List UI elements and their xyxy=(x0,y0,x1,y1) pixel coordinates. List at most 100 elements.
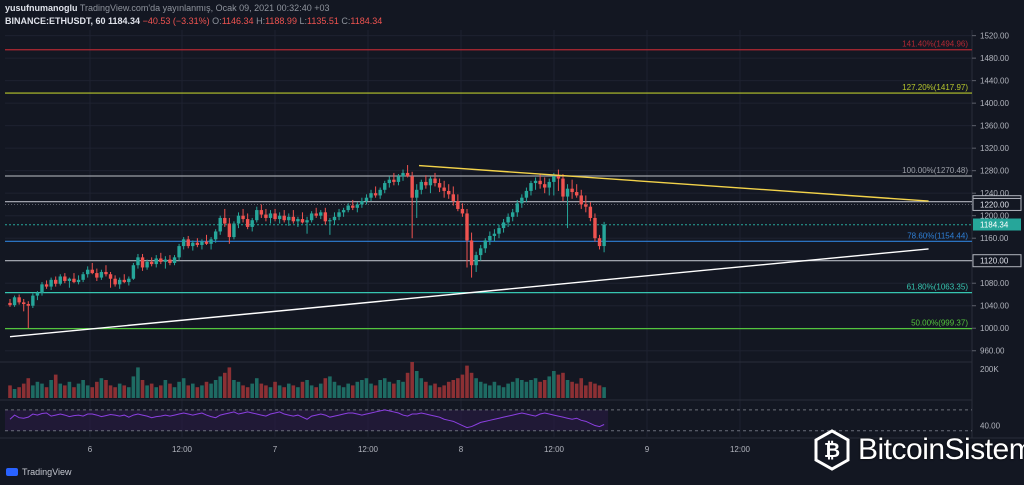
volume-bar xyxy=(396,380,401,398)
candle-body xyxy=(552,176,556,182)
candle-body xyxy=(49,279,53,287)
volume-bar xyxy=(300,381,305,398)
candle-body xyxy=(58,276,62,284)
candle-body xyxy=(387,179,392,184)
time-axis-label: 6 xyxy=(88,445,93,454)
candle-body xyxy=(236,215,241,224)
candle-body xyxy=(351,205,355,208)
volume-bar xyxy=(259,383,264,398)
candle-body xyxy=(40,284,44,293)
volume-bar xyxy=(8,385,12,398)
volume-bars xyxy=(8,362,606,398)
price-axis-label: 1040.00 xyxy=(980,302,1009,311)
candle-body xyxy=(373,193,378,196)
candle-body xyxy=(319,212,323,216)
price-axis-label: 1200.00 xyxy=(980,212,1009,221)
candle-body xyxy=(277,215,282,220)
volume-bar xyxy=(579,378,584,398)
volume-bar xyxy=(81,380,85,398)
volume-bar xyxy=(222,372,227,398)
volume-bar xyxy=(382,378,387,398)
candle-body xyxy=(54,279,58,284)
candle-body xyxy=(255,210,259,221)
volume-axis-label: 200K xyxy=(980,365,999,374)
volume-bar xyxy=(282,387,286,398)
candle-body xyxy=(85,269,90,275)
candle-body xyxy=(241,215,245,220)
time-axis-label: 12:00 xyxy=(172,445,193,454)
volume-bar xyxy=(17,387,21,398)
author-name[interactable]: yusufnumanoglu xyxy=(5,3,78,13)
candle-body xyxy=(561,178,565,197)
volume-bar xyxy=(21,383,26,398)
volume-bar xyxy=(428,385,433,398)
volume-bar xyxy=(245,387,250,398)
candle-body xyxy=(392,179,396,182)
candle-body xyxy=(200,241,204,245)
volume-bar xyxy=(209,383,213,398)
volume-bar xyxy=(492,381,497,398)
price-axis: 960.00 1000.00 1040.00 1080.00 1120.00 1160.0… xyxy=(972,32,1022,431)
current-price-badge xyxy=(973,218,1021,231)
candle-body xyxy=(177,246,181,258)
candle-body xyxy=(511,212,515,217)
volume-bar xyxy=(154,387,159,398)
candle-body xyxy=(218,217,222,232)
open-value: 1146.34 xyxy=(221,16,254,26)
volume-bar xyxy=(364,378,369,398)
candle-body xyxy=(245,219,250,227)
candle-body xyxy=(282,215,286,221)
candle-body xyxy=(31,295,35,306)
candle-body xyxy=(396,176,401,182)
candle-body xyxy=(533,180,538,184)
volume-bar xyxy=(529,380,533,398)
close-value: 1184.34 xyxy=(350,16,383,26)
bitcoinsistemi-watermark: ₿ BitcoinSistemi xyxy=(812,425,1024,475)
candle-body xyxy=(332,216,337,221)
candle-body xyxy=(378,189,382,196)
candle-body xyxy=(122,279,126,283)
candle-body xyxy=(565,188,570,197)
trendline xyxy=(418,164,929,202)
candle-body xyxy=(145,261,149,268)
current-price-badge-text: 1184.34 xyxy=(980,221,1009,230)
volume-bar xyxy=(291,385,296,398)
volume-bar xyxy=(419,378,424,398)
candle-body xyxy=(524,190,529,198)
candle-body xyxy=(451,194,455,202)
volume-bar xyxy=(593,383,597,398)
candle-body xyxy=(72,278,76,283)
time-axis-label: 12:00 xyxy=(730,445,751,454)
tradingview-logo[interactable]: TradingView xyxy=(6,467,72,477)
fibonacci-levels: 141.40%(1494.96) 127.20%(1417.97) 100.00%(… xyxy=(5,40,972,330)
candle-body xyxy=(213,231,218,240)
volume-bar xyxy=(95,381,99,398)
high-label: H: xyxy=(256,16,266,26)
rsi-axis-label: 40.00 xyxy=(980,422,1001,431)
candle-body xyxy=(584,204,588,207)
volume-bar xyxy=(465,365,469,398)
symbol-name[interactable]: BINANCE:ETHUSDT, 60 xyxy=(5,16,106,26)
volume-bar xyxy=(204,381,209,398)
volume-bar xyxy=(405,372,410,398)
candle-body xyxy=(602,224,606,247)
candle-body xyxy=(456,201,460,209)
volume-bar xyxy=(131,376,136,398)
volume-bar xyxy=(387,381,392,398)
candle-body xyxy=(26,304,30,306)
candle-body xyxy=(181,239,186,247)
price-axis-label: 1280.00 xyxy=(980,167,1009,176)
candle-body xyxy=(186,239,190,247)
candle-body xyxy=(492,233,497,236)
candle-body xyxy=(479,248,483,256)
volume-bar xyxy=(373,385,378,398)
price-axis-label: 960.00 xyxy=(980,347,1005,356)
candle-body xyxy=(131,265,136,279)
volume-bar xyxy=(12,389,17,398)
volume-bar xyxy=(232,380,236,398)
candle-body xyxy=(597,238,602,247)
candle-body xyxy=(346,205,350,211)
price-change: −40.53 (−3.31%) xyxy=(142,16,210,26)
candle-body xyxy=(405,172,410,177)
